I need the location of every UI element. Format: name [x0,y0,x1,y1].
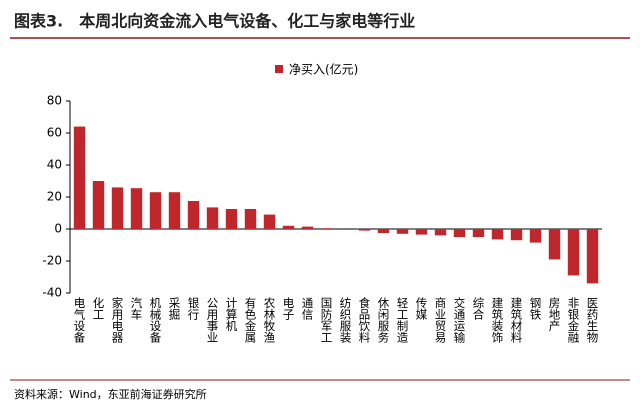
bar [301,226,314,229]
x-tick-label: 综合 [472,296,486,320]
x-tick-label: 非银金融 [567,297,581,344]
x-tick-label: 公用事业 [206,297,220,343]
x-tick-label: 国防军工 [320,297,334,343]
bar [92,181,105,229]
x-tick-label: 建筑装饰 [491,296,505,343]
x-tick-label: 汽车 [130,296,144,321]
bar [339,229,352,230]
x-tick-label: 农林牧渔 [263,296,277,344]
x-tick-label: 钢铁 [529,297,543,320]
y-tick-label: -20 [42,254,62,268]
bar [434,229,447,236]
x-tick-label: 电子 [282,297,296,320]
bar [491,229,504,240]
y-tick-label: 60 [47,126,62,140]
x-tick-label: 商业贸易 [434,296,448,344]
legend-swatch [275,65,283,73]
legend-label: 净买入(亿元) [289,62,358,77]
x-tick-label: 房地产 [548,297,562,332]
bar [225,209,238,229]
bar [320,228,333,229]
bar [187,201,200,229]
bar [73,126,86,229]
bar [396,229,409,234]
bar [529,229,542,243]
x-tick-label: 有色金属 [244,296,258,344]
bar [377,229,390,233]
x-tick-label: 机械设备 [149,296,163,344]
x-tick-label: 化工 [92,296,106,320]
bar [244,209,257,229]
bar [472,229,485,237]
x-tick-label: 纺织服装 [339,296,353,344]
x-tick-label: 建筑材料 [510,296,524,344]
bar [548,229,561,260]
bar [358,229,371,231]
bar [453,229,466,237]
bar [149,192,162,229]
bar [586,229,599,284]
y-tick-label: 80 [47,94,62,108]
bar [510,229,523,241]
x-tick-label: 电气设备 [73,297,87,344]
x-tick-label: 交通运输 [453,296,467,344]
bar [111,187,124,229]
y-tick-label: -40 [42,286,62,300]
x-tick-label: 计算机 [225,297,239,332]
bar [168,192,181,229]
bar [130,188,143,229]
x-tick-label: 采掘 [168,297,182,321]
bar [567,229,580,276]
x-tick-label: 休闲服务 [377,297,391,343]
bar [263,214,276,229]
x-tick-label: 轻工制造 [396,296,410,343]
y-tick-label: 40 [47,158,62,172]
bar [415,229,428,235]
source: 资料来源：Wind，东亚前海证券研究所 [14,387,207,401]
x-tick-label: 传媒 [415,296,429,321]
y-tick-label: 0 [54,222,62,236]
bar [206,207,219,229]
y-tick-label: 20 [47,190,62,204]
x-tick-label: 家用电器 [111,296,125,344]
x-tick-label: 银行 [187,296,201,321]
x-tick-label: 通信 [301,297,315,321]
x-tick-label: 医药生物 [586,297,600,343]
bar [282,225,295,229]
x-tick-label: 食品饮料 [358,296,372,344]
title: 图表3. 本周北向资金流入电气设备、化工与家电等行业 [14,12,415,31]
